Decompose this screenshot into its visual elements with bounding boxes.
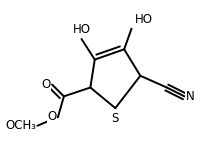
Text: HO: HO	[73, 23, 90, 36]
Text: OCH₃: OCH₃	[5, 119, 36, 132]
Text: S: S	[112, 112, 119, 125]
Text: O: O	[41, 78, 51, 91]
Text: O: O	[47, 110, 57, 123]
Text: N: N	[186, 90, 195, 103]
Text: HO: HO	[135, 13, 153, 26]
